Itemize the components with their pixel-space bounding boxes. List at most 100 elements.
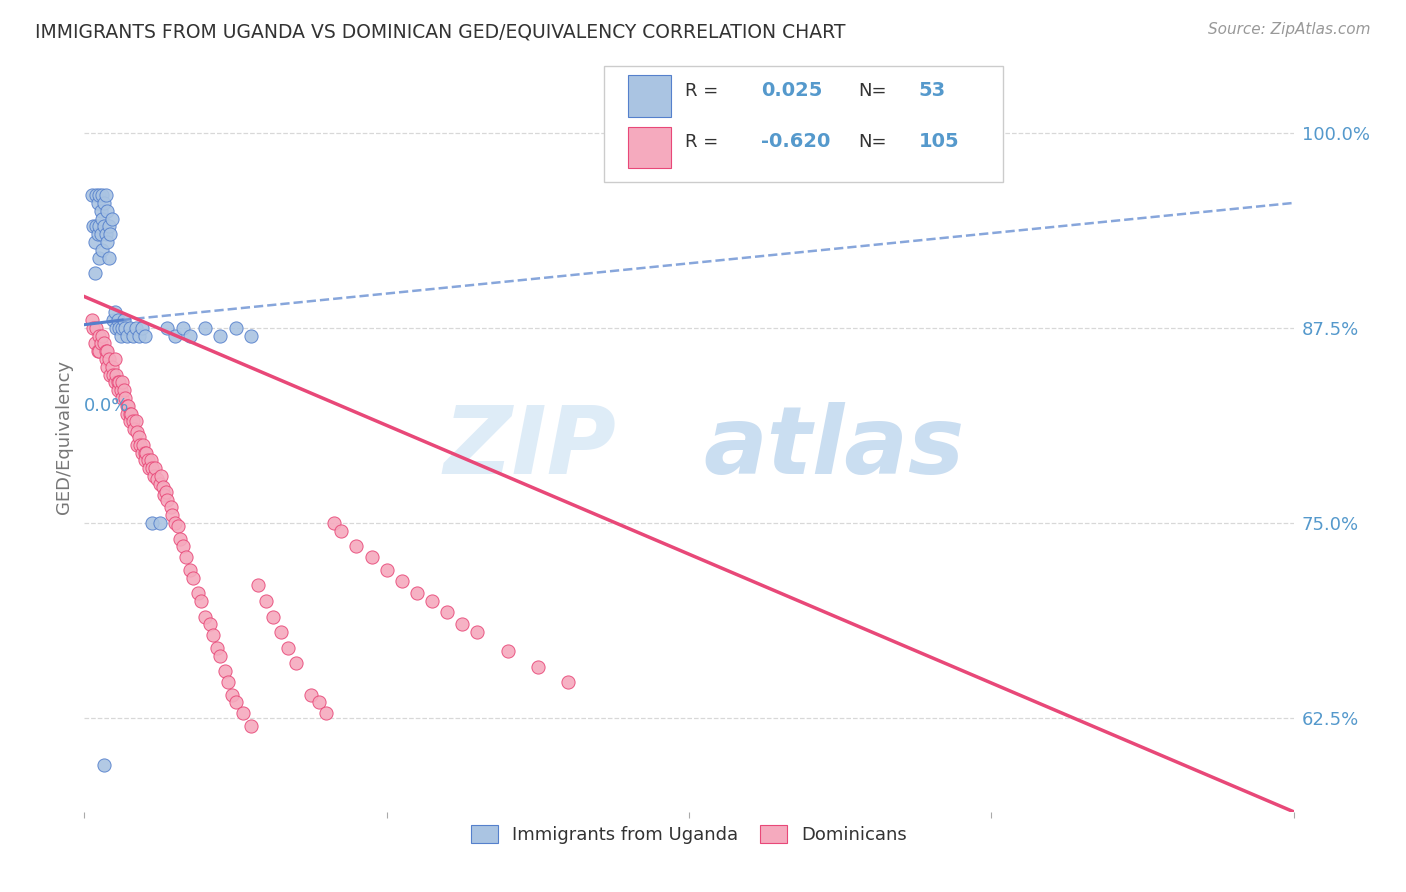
Point — [91, 211, 114, 226]
Point — [94, 227, 117, 241]
Point — [90, 203, 112, 218]
Point — [346, 539, 368, 553]
Point — [131, 320, 153, 334]
Point — [96, 203, 118, 218]
Point — [132, 438, 155, 452]
Point — [285, 657, 308, 671]
Point — [436, 605, 458, 619]
Point — [138, 461, 160, 475]
Point — [118, 407, 141, 421]
Point — [128, 328, 150, 343]
Point — [115, 328, 138, 343]
Point — [135, 445, 157, 459]
Point — [172, 539, 194, 553]
Point — [308, 695, 330, 709]
Point — [270, 625, 292, 640]
Point — [80, 188, 103, 202]
Point — [167, 519, 190, 533]
Point — [80, 313, 103, 327]
Point — [165, 328, 187, 343]
Point — [209, 648, 232, 663]
Point — [101, 368, 124, 382]
Point — [134, 445, 156, 459]
Text: N=: N= — [858, 81, 887, 100]
Text: 0.0%: 0.0% — [84, 397, 129, 416]
Point — [254, 594, 277, 608]
Point — [181, 571, 204, 585]
Point — [111, 376, 134, 390]
Point — [149, 476, 172, 491]
Point — [232, 706, 254, 721]
Text: R =: R = — [685, 81, 718, 100]
Point — [125, 414, 148, 428]
Point — [104, 351, 127, 366]
Point — [129, 438, 152, 452]
Point — [104, 376, 127, 390]
Point — [128, 430, 150, 444]
Point — [527, 659, 550, 673]
Point — [91, 188, 114, 202]
Point — [125, 320, 148, 334]
Point — [217, 675, 239, 690]
Point — [375, 563, 398, 577]
Point — [134, 453, 156, 467]
Point — [110, 383, 132, 397]
Point — [98, 227, 121, 241]
Point — [467, 625, 489, 640]
Point — [115, 407, 138, 421]
Point — [139, 453, 162, 467]
Point — [152, 480, 174, 494]
Point — [172, 320, 194, 334]
Point — [93, 757, 115, 772]
Point — [97, 351, 120, 366]
Point — [86, 188, 108, 202]
Point — [391, 574, 413, 588]
Point — [557, 675, 579, 690]
Point — [98, 368, 121, 382]
Point — [136, 453, 159, 467]
Point — [93, 195, 115, 210]
Point — [105, 320, 128, 334]
Point — [496, 644, 519, 658]
Text: 0.025: 0.025 — [762, 81, 823, 100]
Point — [89, 219, 111, 234]
Point — [153, 488, 176, 502]
Point — [90, 336, 112, 351]
Point — [97, 219, 120, 234]
Point — [108, 376, 131, 390]
Point — [360, 550, 382, 565]
Point — [277, 640, 299, 655]
Point — [115, 399, 138, 413]
Point — [155, 484, 177, 499]
Point — [87, 227, 110, 241]
Point — [420, 594, 443, 608]
Point — [91, 243, 114, 257]
Point — [406, 586, 429, 600]
Point — [82, 219, 104, 234]
Bar — [628, 127, 671, 168]
Point — [94, 344, 117, 359]
Point — [239, 719, 262, 733]
Point — [190, 594, 212, 608]
Point — [97, 251, 120, 265]
Point — [207, 640, 229, 655]
Point — [93, 336, 115, 351]
Point — [110, 328, 132, 343]
Point — [118, 320, 141, 334]
Bar — [628, 76, 671, 117]
Point — [93, 219, 115, 234]
Point — [96, 359, 118, 374]
Point — [90, 227, 112, 241]
Point — [82, 320, 104, 334]
Point — [117, 399, 139, 413]
Point — [165, 516, 187, 530]
Point — [262, 609, 284, 624]
Point — [179, 328, 201, 343]
Point — [111, 391, 134, 405]
Text: 105: 105 — [918, 132, 959, 151]
Point — [451, 617, 474, 632]
Text: IMMIGRANTS FROM UGANDA VS DOMINICAN GED/EQUIVALENCY CORRELATION CHART: IMMIGRANTS FROM UGANDA VS DOMINICAN GED/… — [35, 22, 845, 41]
Point — [315, 706, 337, 721]
Point — [194, 320, 217, 334]
Point — [86, 219, 108, 234]
